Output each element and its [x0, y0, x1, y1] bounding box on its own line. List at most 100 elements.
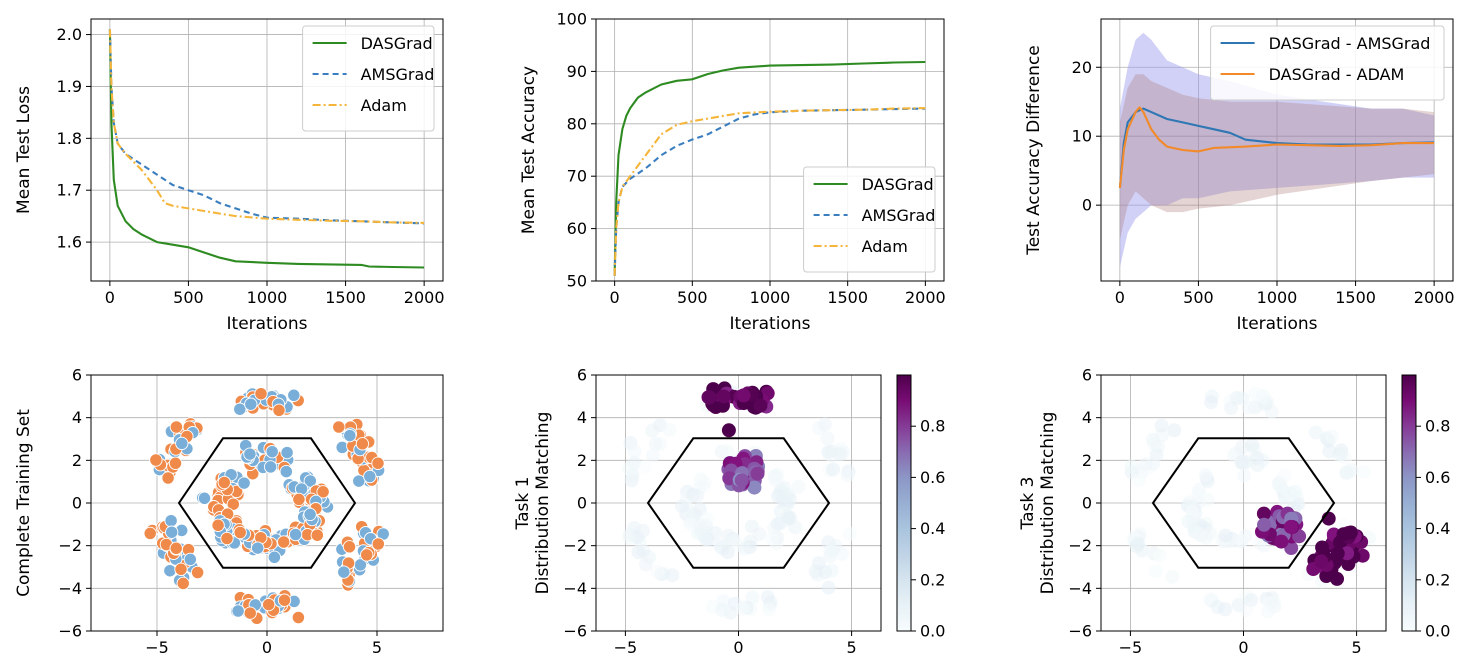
- chart-accuracy: 0 500 1000 1500 2000 50 60 70 80 90 100 DASGrad AMSG…: [519, 10, 946, 335]
- y-tick-label: −6: [58, 622, 82, 641]
- colorbar-tick-label: 0.8: [1425, 417, 1450, 436]
- scatter-point-low: [826, 462, 841, 477]
- scatter-point-low: [1255, 389, 1270, 404]
- scatter-point: [280, 445, 294, 460]
- confidence-band: [1119, 74, 1435, 240]
- x-tick-label: 1000: [1257, 288, 1298, 307]
- scatter-point-low: [1344, 463, 1359, 478]
- scatter-point: [262, 597, 276, 612]
- scatter-point-high: [1315, 540, 1330, 555]
- scatter-point-low: [1167, 423, 1182, 438]
- x-tick-label: 5: [1352, 638, 1362, 657]
- scatter-point: [168, 456, 183, 470]
- scatter-point-low: [637, 459, 652, 474]
- series-line-dasgrad-adam: [1118, 106, 1435, 189]
- y-tick-label: 4: [1082, 408, 1092, 427]
- scatter-point-low: [1333, 447, 1348, 462]
- scatter-point: [254, 387, 268, 401]
- x-tick-label: 0: [105, 288, 115, 307]
- scatter-point: [371, 456, 385, 470]
- scatter-point: [190, 565, 205, 580]
- y-tick-label: 50: [567, 272, 587, 291]
- axes-frame: [90, 374, 444, 632]
- scatter-point-low: [698, 532, 713, 547]
- scatter-point: [303, 474, 317, 488]
- scatter-point-low: [1357, 464, 1372, 479]
- scatter-point-high: [753, 398, 768, 413]
- x-tick-label: 1000: [247, 288, 288, 307]
- y-tick-label: 4: [72, 408, 82, 427]
- y-tick-label: 0: [577, 494, 587, 513]
- scatter-point-low: [1204, 395, 1219, 410]
- scatter-point: [310, 528, 324, 542]
- series-line-amsgrad: [613, 107, 926, 276]
- y-tick-label: −4: [58, 579, 82, 598]
- scatter-point-low: [840, 468, 855, 483]
- scatter-point-low: [1325, 429, 1339, 444]
- x-tick-label: 0: [733, 638, 743, 657]
- scatter-point-low: [821, 580, 836, 595]
- scatter-point-high: [736, 388, 751, 403]
- hexagon-boundary: [646, 437, 831, 569]
- legend-label: Adam: [361, 96, 407, 115]
- scatter-point-low: [1237, 468, 1252, 483]
- scatter-point: [243, 447, 257, 461]
- x-tick-label: −5: [1119, 638, 1143, 657]
- y-tick-label: 100: [556, 10, 587, 29]
- scatter-point-low: [1255, 453, 1270, 468]
- plot-area: [1124, 386, 1377, 619]
- scatter-point: [169, 420, 184, 434]
- axes-frame: [595, 18, 945, 282]
- scatter-point-low: [1154, 418, 1169, 433]
- scatter-point-low: [662, 423, 677, 437]
- scatter-point: [183, 552, 197, 567]
- scatter-point-low: [737, 541, 752, 556]
- y-tick-label: 2: [1082, 451, 1092, 470]
- x-tick-label: 0: [610, 288, 620, 307]
- scatter-point-low: [622, 461, 637, 476]
- scatter-point-low: [1124, 459, 1139, 474]
- y-axis-label-line2: Distribution Matching: [533, 412, 553, 595]
- scatter-point-high: [750, 466, 765, 481]
- scatter-point: [267, 550, 282, 564]
- y-tick-label: 0: [1082, 196, 1092, 215]
- scatter-point: [272, 403, 286, 417]
- scatter-point: [176, 576, 190, 591]
- y-tick-label: 0: [72, 494, 82, 513]
- scatter-point: [355, 437, 370, 451]
- scatter-point-low: [1198, 468, 1213, 483]
- scatter-point: [332, 420, 346, 434]
- x-axis-label: Iterations: [730, 314, 811, 334]
- scatter-point: [231, 604, 245, 618]
- scatter-point-low: [1260, 604, 1275, 619]
- scatter-point-low: [1218, 528, 1233, 543]
- scatter-point-low: [690, 488, 705, 503]
- legend-label: AMSGrad: [862, 206, 936, 225]
- chart-task1: −5 0 5 −6 −4 −2 0 2 4 6 Task 1 Distribution Matchin…: [513, 366, 945, 658]
- scatter-point-high: [1256, 506, 1271, 521]
- scatter-point-low: [823, 549, 838, 564]
- hexagon-boundary: [1151, 437, 1336, 569]
- scatter-point-low: [828, 538, 843, 553]
- y-tick-label: −2: [563, 536, 587, 555]
- x-tick-label: 0: [1115, 288, 1125, 307]
- scatter-point-low: [645, 448, 660, 463]
- scatter-point-low: [1231, 598, 1246, 613]
- y-tick-label: 6: [72, 366, 82, 385]
- colorbar: 0.0 0.2 0.4 0.6 0.8: [1401, 374, 1450, 641]
- scatter-point-high: [1257, 517, 1271, 532]
- scatter-point: [143, 526, 157, 541]
- scatter-point-low: [1138, 457, 1153, 472]
- scatter-point: [343, 428, 357, 443]
- scatter-point-low: [1147, 437, 1162, 451]
- scatter-point: [175, 436, 189, 451]
- scatter-point: [303, 507, 317, 522]
- y-tick-label: 6: [1082, 366, 1092, 385]
- y-tick-label: −4: [563, 579, 587, 598]
- y-axis-label: Task 1: [513, 477, 533, 531]
- scatter-point-low: [1235, 391, 1250, 406]
- y-tick-label: 2: [577, 451, 587, 470]
- scatter-point-low: [842, 526, 857, 541]
- legend-label: DASGrad - AMSGrad: [1269, 34, 1431, 53]
